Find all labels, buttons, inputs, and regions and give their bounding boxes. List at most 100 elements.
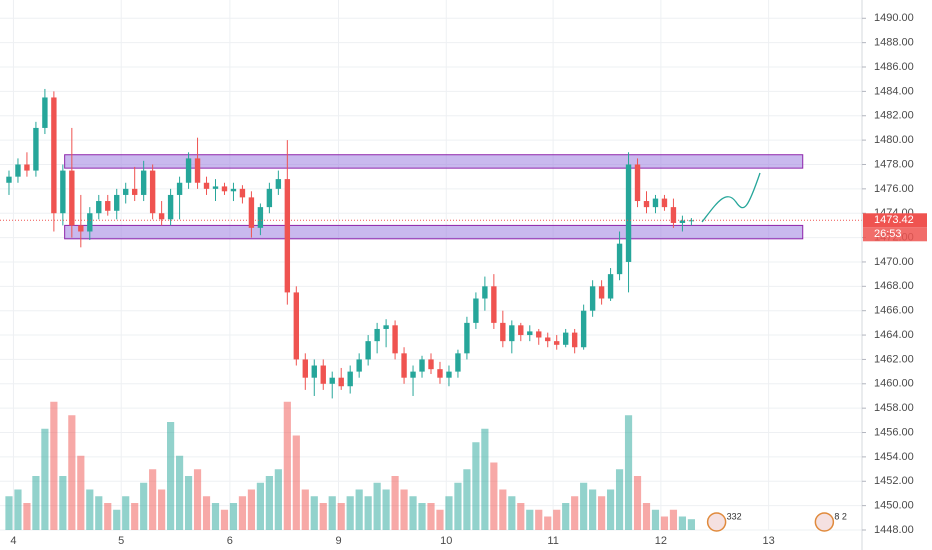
- volume-bar: [364, 496, 372, 530]
- candle-body: [105, 201, 111, 211]
- candle-body: [527, 331, 533, 336]
- candle-body: [688, 220, 695, 222]
- x-tick-label: 9: [335, 535, 341, 547]
- volume-bar: [140, 482, 148, 530]
- volume-bar: [436, 509, 444, 530]
- volume-bar: [454, 482, 462, 530]
- candle-body: [230, 188, 237, 192]
- x-tick-label: 10: [440, 535, 452, 547]
- candle-body: [131, 188, 138, 195]
- candle-body: [571, 332, 578, 348]
- candle-body: [589, 286, 596, 311]
- candle-body: [338, 377, 344, 387]
- candle-body: [266, 188, 273, 208]
- candle-body: [652, 198, 659, 208]
- candle-body: [446, 371, 452, 378]
- volume-bar: [265, 476, 273, 530]
- volume-bar: [328, 496, 336, 530]
- candle-body: [51, 97, 57, 214]
- x-tick-label: 5: [118, 535, 124, 547]
- candle-body: [392, 325, 398, 354]
- volume-bar: [544, 516, 552, 530]
- candle-body: [634, 164, 641, 202]
- candle-body: [239, 188, 246, 198]
- event-label: 332: [727, 511, 742, 521]
- volume-bar: [499, 489, 507, 530]
- volume-bar: [50, 401, 58, 530]
- y-tick-label: 1456.00: [874, 426, 914, 438]
- candle-body: [329, 377, 335, 384]
- volume-bar: [59, 476, 67, 530]
- volume-bar: [211, 503, 220, 530]
- countdown-box: [863, 227, 927, 242]
- candle-body: [275, 179, 282, 189]
- volume-bar: [481, 428, 489, 530]
- candle-body: [185, 158, 192, 183]
- candle-body: [248, 197, 255, 228]
- candle-body: [69, 170, 75, 226]
- volume-bar: [678, 516, 687, 530]
- volume-bar: [68, 415, 76, 530]
- candle-body: [42, 97, 48, 128]
- candle-body: [149, 170, 156, 214]
- x-tick-label: 11: [547, 535, 558, 547]
- y-tick-label: 1482.00: [874, 110, 914, 122]
- candle-body: [302, 359, 308, 378]
- candle-body: [123, 188, 129, 195]
- volume-bar: [669, 509, 678, 530]
- candle-body: [6, 176, 12, 183]
- candle-body: [545, 337, 551, 342]
- y-tick-label: 1486.00: [874, 61, 914, 73]
- volume-bar: [292, 435, 300, 530]
- volume-bar: [319, 503, 327, 530]
- volume-bar: [202, 496, 211, 530]
- candle-body: [140, 170, 147, 195]
- candle-body: [311, 365, 317, 378]
- volume-bar: [391, 476, 399, 530]
- volume-bar: [553, 509, 561, 530]
- zone: [64, 154, 804, 169]
- event-label: 8 2: [834, 511, 847, 521]
- candle-body: [464, 322, 470, 354]
- volume-bar: [633, 476, 642, 530]
- projection-path: [701, 172, 761, 223]
- candle-body: [167, 194, 174, 220]
- volume-bar: [5, 496, 13, 530]
- volume-bar: [229, 503, 238, 530]
- y-tick-label: 1466.00: [874, 305, 914, 317]
- candle-body: [562, 332, 569, 345]
- volume-bar: [508, 496, 516, 530]
- candle-body: [374, 328, 380, 342]
- candle-body: [580, 310, 587, 348]
- y-tick-label: 1458.00: [874, 402, 914, 414]
- volume-bar: [651, 509, 660, 530]
- candle-body: [643, 201, 650, 208]
- y-tick-label: 1454.00: [874, 451, 914, 463]
- x-tick-label: 13: [762, 535, 774, 547]
- x-tick-label: 6: [227, 535, 233, 547]
- event-icon: [814, 512, 835, 532]
- candle-body: [365, 341, 371, 360]
- y-tick-label: 1464.00: [874, 329, 914, 341]
- candle-body: [87, 213, 93, 232]
- candle-body: [401, 353, 407, 378]
- volume-bar: [337, 503, 345, 530]
- y-tick-label: 1468.00: [874, 280, 914, 292]
- volume-bar: [158, 489, 166, 530]
- candle-body: [176, 182, 183, 195]
- y-tick-label: 1480.00: [874, 134, 914, 146]
- volume-bar: [589, 489, 597, 530]
- volume-bar: [472, 442, 480, 530]
- last-price-label: 1473.42: [874, 214, 914, 226]
- volume-bar: [409, 496, 417, 530]
- volume-bar: [220, 509, 229, 530]
- volume-bar: [310, 496, 318, 530]
- volume-bar: [598, 496, 606, 530]
- y-tick-label: 1488.00: [874, 37, 914, 49]
- volume-bar: [122, 496, 130, 530]
- volume-bar: [14, 489, 22, 530]
- volume-bar: [247, 489, 256, 530]
- volume-bar: [660, 516, 669, 530]
- volume-bar: [490, 462, 498, 530]
